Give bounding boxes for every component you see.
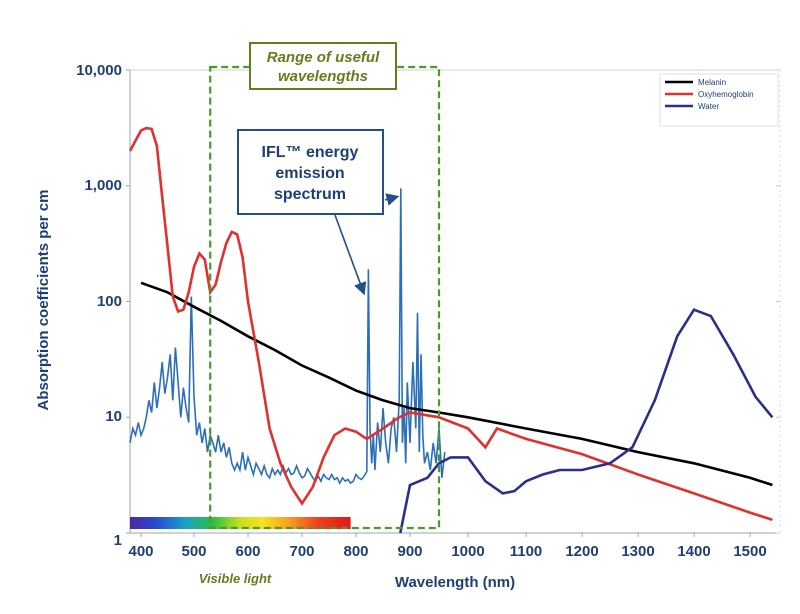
y-tick-label-100: 100 (97, 293, 122, 310)
range-label-line-2: wavelengths (278, 68, 368, 85)
ifl-emission-spectrum-line (129, 188, 446, 485)
range-label-box (249, 42, 397, 90)
y-axis-title: Absorption coefficients per cm (35, 190, 52, 411)
ifl-label-line-3: spectrum (274, 186, 346, 203)
visible-light-label: Visible light (199, 571, 272, 586)
x-tick-label-1300: 1300 (621, 543, 654, 560)
x-tick-label-1500: 1500 (733, 543, 766, 560)
y-tick-label-10000: 10,000 (76, 62, 122, 79)
x-tick-label-900: 900 (397, 543, 422, 560)
ifl-label-line-1: IFL™ energy (262, 144, 359, 161)
y-tick-label-1: 1 (114, 532, 122, 549)
x-tick-label-500: 500 (181, 543, 206, 560)
legend-label-melanin: Melanin (698, 78, 726, 87)
x-tick-label-1400: 1400 (677, 543, 710, 560)
range-label-line-1: Range of useful (267, 49, 380, 66)
x-tick-label-800: 800 (343, 543, 368, 560)
x-tick-label-600: 600 (235, 543, 260, 560)
water-line (399, 308, 774, 534)
x-tick-label-1100: 1100 (510, 543, 543, 560)
y-tick-label-1000: 1,000 (84, 177, 122, 194)
x-tick-label-400: 400 (128, 543, 153, 560)
visible-light-bar (130, 517, 351, 529)
ifl-label-line-2: emission (275, 165, 344, 182)
x-tick-label-1200: 1200 (565, 543, 598, 560)
ifl-label-box (237, 129, 384, 215)
x-tick-label-1000: 1000 (451, 543, 484, 560)
oxyhemoglobin-line (128, 126, 773, 522)
y-tick-label-10: 10 (105, 408, 122, 425)
x-tick-label-700: 700 (289, 543, 314, 560)
x-axis-title: Wavelength (nm) (395, 574, 515, 591)
legend-label-oxyhemoglobin: Oxyhemoglobin (698, 90, 754, 99)
legend: Melanin Oxyhemoglobin Water (659, 73, 779, 127)
ifl-arrow-left (334, 214, 367, 296)
melanin-line (140, 281, 773, 487)
ifl-arrow-right (384, 193, 400, 206)
legend-label-water: Water (698, 102, 719, 111)
